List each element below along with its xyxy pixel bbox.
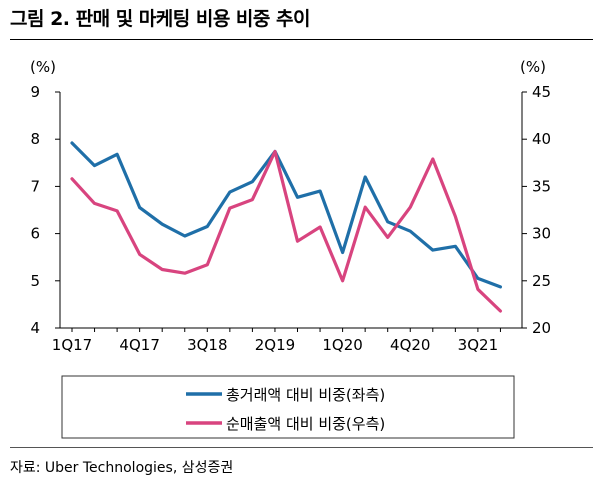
legend-label-revenue-ratio: 순매출액 대비 비중(우측) bbox=[226, 415, 385, 433]
right-tick-label: 40 bbox=[532, 130, 551, 148]
right-tick-label: 45 bbox=[532, 83, 551, 101]
right-tick-label: 30 bbox=[532, 225, 551, 243]
series-lines bbox=[70, 141, 502, 313]
x-tick-label: 3Q21 bbox=[458, 336, 498, 354]
left-tick-label: 7 bbox=[30, 177, 40, 195]
axes bbox=[55, 91, 527, 332]
left-tick-label: 5 bbox=[30, 272, 40, 290]
right-axis-unit: (%) bbox=[520, 58, 546, 76]
left-tick-label: 4 bbox=[30, 319, 40, 337]
x-tick-label: 2Q19 bbox=[255, 336, 295, 354]
left-tick-label: 9 bbox=[30, 83, 40, 101]
x-tick-label: 1Q17 bbox=[52, 336, 92, 354]
x-tick-label: 4Q20 bbox=[390, 336, 430, 354]
x-tick-label: 1Q20 bbox=[322, 336, 362, 354]
line-chart: 9 8 7 6 5 4 45 40 35 30 25 20 1Q17 4Q17 3Q18 2Q19 1Q20… bbox=[30, 58, 551, 439]
right-tick-label: 35 bbox=[532, 177, 551, 195]
left-tick-label: 6 bbox=[30, 225, 40, 243]
x-axis-tick-labels: 1Q17 4Q17 3Q18 2Q19 1Q20 4Q20 3Q21 bbox=[52, 336, 498, 354]
series-line-gmv-ratio bbox=[70, 141, 502, 289]
legend-label-gmv-ratio: 총거래액 대비 비중(좌측) bbox=[226, 386, 385, 404]
right-tick-label: 20 bbox=[532, 319, 551, 337]
x-tick-label: 4Q17 bbox=[119, 336, 159, 354]
left-tick-label: 8 bbox=[30, 130, 40, 148]
left-axis-tick-labels: 9 8 7 6 5 4 bbox=[30, 83, 40, 337]
title-rule bbox=[10, 39, 593, 40]
footer-rule bbox=[10, 447, 593, 448]
legend-box bbox=[61, 375, 515, 439]
x-tick-label: 3Q18 bbox=[187, 336, 227, 354]
source-note: 자료: Uber Technologies, 삼성증권 bbox=[10, 460, 234, 476]
left-axis-unit: (%) bbox=[30, 58, 56, 76]
series-line-revenue-ratio bbox=[70, 149, 502, 313]
chart-title: 그림 2. 판매 및 마케팅 비용 비중 추이 bbox=[10, 8, 310, 30]
right-axis-tick-labels: 45 40 35 30 25 20 bbox=[532, 83, 551, 337]
right-tick-label: 25 bbox=[532, 272, 551, 290]
